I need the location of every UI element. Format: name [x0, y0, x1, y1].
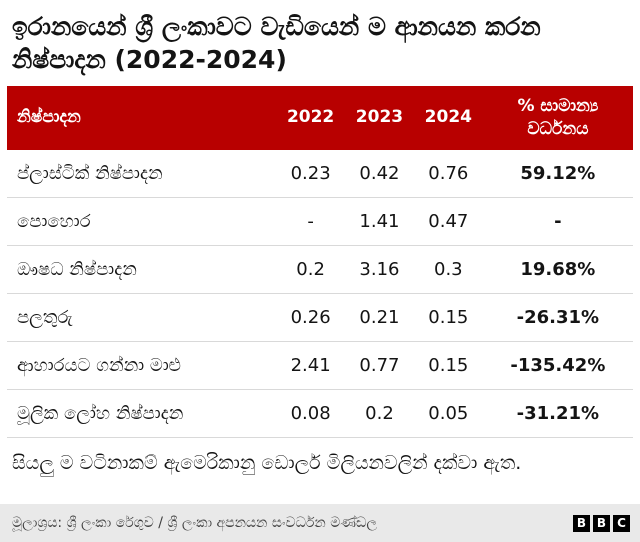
table-row: මූලික ලෝහ නිෂ්පාදන 0.08 0.2 0.05 -31.21% — [7, 389, 633, 438]
product-name: පලතුරු — [7, 293, 277, 342]
value-2023: 0.2 — [345, 389, 414, 438]
table-row: පලතුරු 0.26 0.21 0.15 -26.31% — [7, 293, 633, 342]
footer-bar: මූලාශ්‍රය: ශ්‍රී ලංකා රේගුව / ශ්‍රී ලංකා… — [0, 504, 640, 542]
table-row: ප්ලාස්ටික් නිෂ්පාදන 0.23 0.42 0.76 59.12… — [7, 149, 633, 198]
product-name: මූලික ලෝහ නිෂ්පාදන — [7, 389, 277, 438]
table-row: පොහොර - 1.41 0.47 - — [7, 197, 633, 246]
header-2023: 2023 — [345, 86, 414, 150]
imports-table: නිෂ්පාදන 2022 2023 2024 % සාමාන්‍ය වර්ධන… — [7, 86, 633, 438]
table-header-row: නිෂ්පාදන 2022 2023 2024 % සාමාන්‍ය වර්ධන… — [7, 86, 633, 150]
value-2024: 0.3 — [413, 245, 483, 294]
header-2022: 2022 — [276, 86, 346, 150]
bbc-logo: B B C — [573, 514, 630, 532]
value-growth: -31.21% — [482, 389, 633, 438]
bbc-logo-block: B — [573, 514, 590, 532]
product-name: ප්ලාස්ටික් නිෂ්පාදන — [7, 149, 277, 198]
bbc-logo-block: B — [593, 514, 610, 532]
value-2022: 2.41 — [276, 341, 346, 390]
table-row: ඖෂධ නිෂ්පාදන 0.2 3.16 0.3 19.68% — [7, 245, 633, 294]
value-2024: 0.47 — [413, 197, 483, 246]
product-name: ඖෂධ නිෂ්පාදන — [7, 245, 277, 294]
value-2023: 0.77 — [345, 341, 414, 390]
value-growth: - — [482, 197, 633, 246]
value-2023: 3.16 — [345, 245, 414, 294]
header-growth: % සාමාන්‍ය වර්ධනය — [482, 86, 633, 150]
value-2022: 0.26 — [276, 293, 346, 342]
value-growth: -135.42% — [482, 341, 633, 390]
page-title: ඉරානයෙන් ශ්‍රී ලංකාවට වැඩියෙන් ම ආනයන කර… — [12, 12, 541, 74]
table-row: ආහාරයට ගන්නා මාළු 2.41 0.77 0.15 -135.42… — [7, 341, 633, 390]
unit-footnote: සියලු ම වටිනාකම් ඇමෙරිකානු ඩොලර් මිලියනව… — [12, 451, 522, 474]
bbc-logo-block: C — [613, 514, 630, 532]
header-2024: 2024 — [413, 86, 483, 150]
value-2022: 0.08 — [276, 389, 346, 438]
header-product: නිෂ්පාදන — [7, 86, 277, 150]
value-growth: 59.12% — [482, 149, 633, 198]
value-2024: 0.15 — [413, 341, 483, 390]
value-2022: 0.2 — [276, 245, 346, 294]
value-2023: 0.21 — [345, 293, 414, 342]
value-growth: -26.31% — [482, 293, 633, 342]
source-text: මූලාශ්‍රය: ශ්‍රී ලංකා රේගුව / ශ්‍රී ලංකා… — [12, 515, 378, 531]
value-2024: 0.05 — [413, 389, 483, 438]
value-2024: 0.76 — [413, 149, 483, 198]
value-2023: 1.41 — [345, 197, 414, 246]
product-name: පොහොර — [7, 197, 277, 246]
value-2022: - — [276, 197, 346, 246]
product-name: ආහාරයට ගන්නා මාළු — [7, 341, 277, 390]
value-2023: 0.42 — [345, 149, 414, 198]
value-2024: 0.15 — [413, 293, 483, 342]
value-2022: 0.23 — [276, 149, 346, 198]
value-growth: 19.68% — [482, 245, 633, 294]
